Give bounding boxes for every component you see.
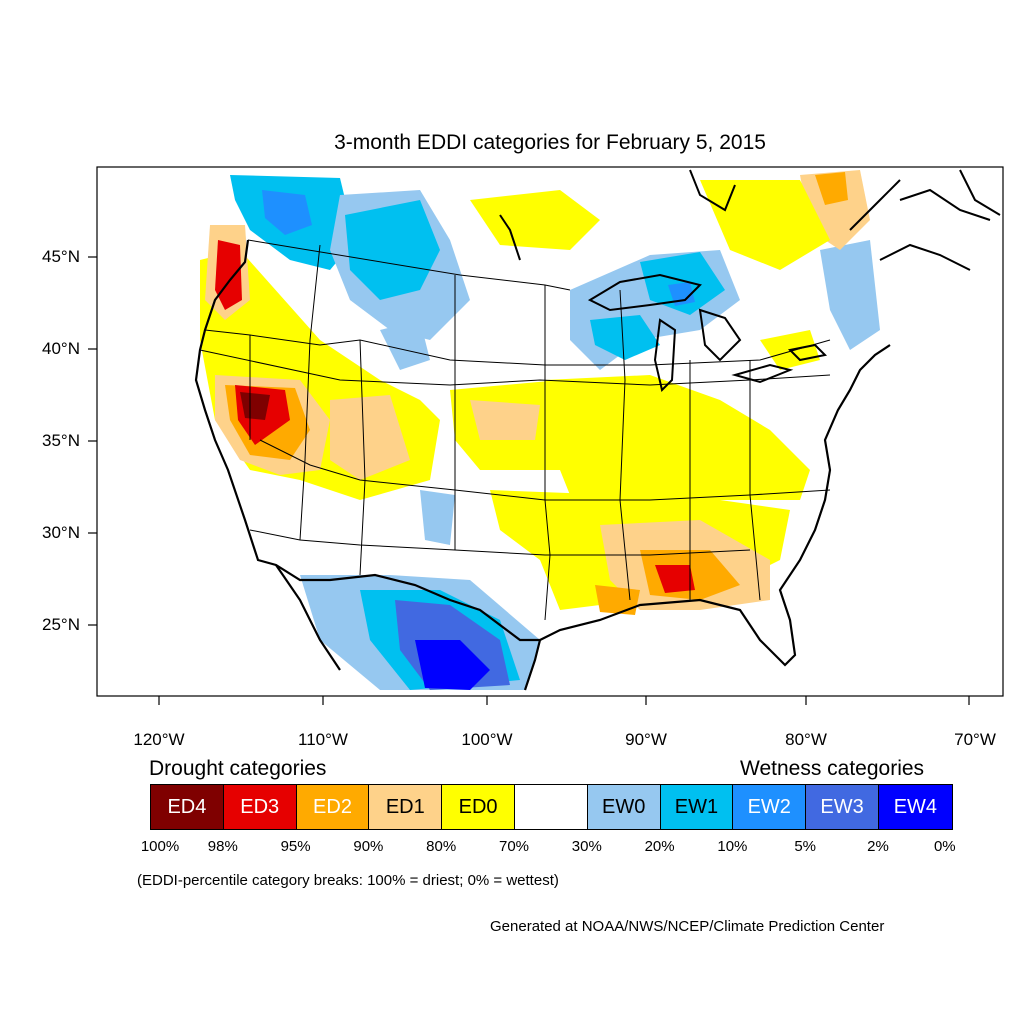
credit-line: Generated at NOAA/NWS/NCEP/Climate Predi… [490,918,885,935]
wet-area-mexico-deep [415,640,490,690]
legend-break-label: 10% [717,838,748,855]
wet-area-new-mexico [420,490,455,545]
map-title: 3-month EDDI categories for February 5, … [334,131,766,154]
lon-tick-label: 100°W [461,730,513,749]
map-frame [96,166,1004,697]
legend-break-label: 0% [933,838,956,855]
dry-area-midwest [545,375,810,520]
lat-tick-label: 30°N [42,523,80,542]
legend-cell: EW2 [733,785,807,829]
legend-cell: ED0 [442,785,515,829]
dry-area-kansas [470,400,540,440]
lat-tick-label: 40°N [42,339,80,358]
wet-area-montana [345,200,440,300]
legend-cell: EW4 [878,785,952,829]
dry-area-maine-core [815,172,848,205]
legend-color-bar: ED4 ED3 ED2 ED1 ED0 EW0 EW1 EW2 EW3 EW4 [150,784,953,830]
legend-cell [514,785,588,829]
state-borders [199,239,831,621]
wet-area-lake-superior-core [668,282,695,306]
legend-break-label: 30% [571,838,602,855]
lon-tick-label: 80°W [785,730,827,749]
legend-break-label: 20% [644,838,675,855]
lat-tick-label: 45°N [42,247,80,266]
dry-area-nevada-extreme [240,392,270,420]
lat-tick-label: 25°N [42,615,80,634]
legend-cell: ED4 [151,785,224,829]
dry-area-colorado [330,395,410,480]
legend-cell: ED3 [223,785,297,829]
lon-tick-label: 90°W [625,730,667,749]
wet-area-northeast [820,240,880,350]
legend-break-label: 90% [353,838,384,855]
legend-drought-label: Drought categories [149,757,327,780]
dry-area-ontario [700,180,830,270]
lat-tick-label: 35°N [42,431,80,450]
legend-cell: ED1 [369,785,443,829]
canada-coast [499,169,1001,271]
dry-area-louisiana [595,585,640,615]
legend-cell: EW1 [660,785,734,829]
legend-cell: EW0 [587,785,661,829]
lon-tick-label: 70°W [954,730,996,749]
legend-break-label: 80% [426,838,457,855]
dry-area-alabama-core [655,565,695,593]
legend-note: (EDDI-percentile category breaks: 100% =… [137,872,559,889]
legend-break-label: 98% [207,838,238,855]
legend-break-label: 5% [794,838,817,855]
legend-break-label: 95% [280,838,311,855]
lon-tick-label: 120°W [133,730,185,749]
tick-marks [88,256,970,705]
wet-area-michigan [590,315,660,360]
legend-cell: ED2 [296,785,370,829]
dry-area-canada-yellow [470,190,600,250]
legend-break-label: 70% [498,838,530,855]
legend-cell: EW3 [806,785,879,829]
lon-tick-label: 110°W [298,730,348,749]
legend-break-label: 2% [867,838,889,855]
wet-area-northwest-core [262,190,312,235]
great-lakes [587,273,828,392]
legend-wetness-label: Wetness categories [740,757,925,780]
wet-area-wyoming [380,320,430,370]
legend-break-label: 100% [140,838,180,855]
